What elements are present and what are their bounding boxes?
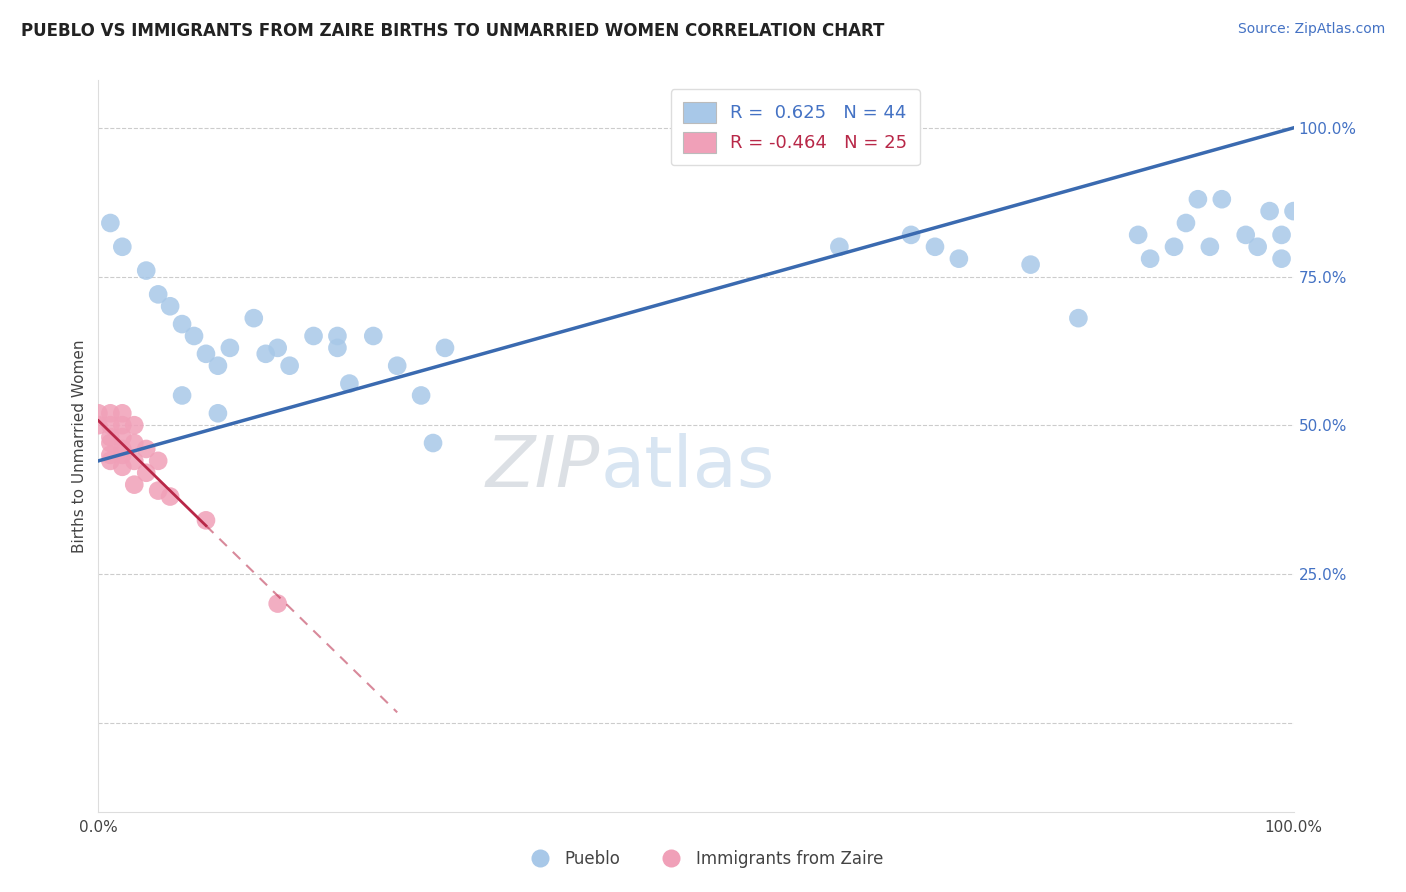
- Point: [1211, 192, 1233, 206]
- Point: [1271, 252, 1294, 266]
- Point: [183, 329, 205, 343]
- Point: [1163, 240, 1185, 254]
- Legend: R =  0.625   N = 44, R = -0.464   N = 25: R = 0.625 N = 44, R = -0.464 N = 25: [671, 89, 920, 165]
- Point: [148, 454, 170, 468]
- Point: [98, 406, 122, 420]
- Point: [326, 341, 349, 355]
- Point: [172, 388, 194, 402]
- Point: [87, 418, 110, 433]
- Point: [135, 466, 157, 480]
- Point: [828, 240, 851, 254]
- Point: [111, 240, 134, 254]
- Point: [1019, 258, 1042, 272]
- Point: [924, 240, 946, 254]
- Point: [243, 311, 266, 326]
- Point: [195, 347, 218, 361]
- Point: [124, 454, 146, 468]
- Point: [1128, 227, 1150, 242]
- Point: [219, 341, 242, 355]
- Point: [267, 597, 290, 611]
- Point: [434, 341, 457, 355]
- Point: [135, 442, 157, 456]
- Point: [363, 329, 385, 343]
- Point: [1187, 192, 1209, 206]
- Point: [148, 287, 170, 301]
- Point: [1258, 204, 1281, 219]
- Point: [159, 299, 181, 313]
- Point: [98, 448, 122, 462]
- Point: [111, 430, 134, 444]
- Point: [111, 448, 134, 462]
- Point: [111, 459, 134, 474]
- Point: [254, 347, 277, 361]
- Point: [148, 483, 170, 498]
- Point: [1139, 252, 1161, 266]
- Point: [411, 388, 433, 402]
- Point: [98, 418, 122, 433]
- Point: [124, 477, 146, 491]
- Point: [111, 418, 134, 433]
- Point: [1199, 240, 1222, 254]
- Point: [124, 418, 146, 433]
- Point: [207, 406, 229, 420]
- Y-axis label: Births to Unmarried Women: Births to Unmarried Women: [72, 339, 87, 553]
- Point: [98, 430, 122, 444]
- Point: [1282, 204, 1305, 219]
- Point: [98, 216, 122, 230]
- Point: [98, 454, 122, 468]
- Point: [111, 406, 134, 420]
- Point: [1234, 227, 1257, 242]
- Text: PUEBLO VS IMMIGRANTS FROM ZAIRE BIRTHS TO UNMARRIED WOMEN CORRELATION CHART: PUEBLO VS IMMIGRANTS FROM ZAIRE BIRTHS T…: [21, 22, 884, 40]
- Point: [98, 436, 122, 450]
- Point: [87, 406, 110, 420]
- Point: [111, 442, 134, 456]
- Point: [195, 513, 218, 527]
- Point: [207, 359, 229, 373]
- Text: ZIP: ZIP: [486, 434, 600, 502]
- Point: [326, 329, 349, 343]
- Point: [1175, 216, 1198, 230]
- Point: [278, 359, 301, 373]
- Point: [385, 359, 409, 373]
- Legend: Pueblo, Immigrants from Zaire: Pueblo, Immigrants from Zaire: [516, 844, 890, 875]
- Text: atlas: atlas: [600, 434, 775, 502]
- Point: [267, 341, 290, 355]
- Text: Source: ZipAtlas.com: Source: ZipAtlas.com: [1237, 22, 1385, 37]
- Point: [948, 252, 970, 266]
- Point: [1271, 227, 1294, 242]
- Point: [302, 329, 325, 343]
- Point: [900, 227, 922, 242]
- Point: [422, 436, 444, 450]
- Point: [1247, 240, 1270, 254]
- Point: [172, 317, 194, 331]
- Point: [135, 263, 157, 277]
- Point: [159, 490, 181, 504]
- Point: [124, 436, 146, 450]
- Point: [339, 376, 361, 391]
- Point: [1067, 311, 1090, 326]
